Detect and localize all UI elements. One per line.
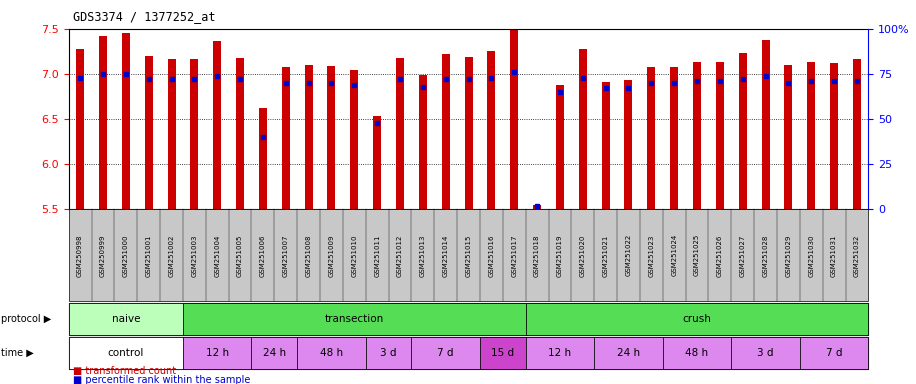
Text: 12 h: 12 h bbox=[549, 348, 572, 358]
Bar bbox=[648, 67, 655, 209]
Bar bbox=[830, 63, 838, 209]
Text: time ▶: time ▶ bbox=[1, 348, 34, 358]
Text: GSM251031: GSM251031 bbox=[831, 234, 837, 276]
Text: GSM251022: GSM251022 bbox=[626, 234, 631, 276]
Bar bbox=[305, 65, 312, 209]
Bar bbox=[282, 67, 289, 209]
Bar bbox=[236, 58, 244, 209]
Text: 48 h: 48 h bbox=[685, 348, 709, 358]
Text: GSM251003: GSM251003 bbox=[191, 234, 197, 276]
Text: 15 d: 15 d bbox=[491, 348, 515, 358]
Text: 7 d: 7 d bbox=[438, 348, 454, 358]
Bar bbox=[419, 75, 427, 209]
Text: GSM251000: GSM251000 bbox=[123, 234, 129, 276]
Text: 3 d: 3 d bbox=[380, 348, 397, 358]
Text: 24 h: 24 h bbox=[616, 348, 640, 358]
Text: GSM251024: GSM251024 bbox=[671, 234, 677, 276]
Bar bbox=[602, 82, 610, 209]
Bar bbox=[487, 51, 496, 209]
Text: crush: crush bbox=[682, 314, 712, 324]
Bar bbox=[807, 62, 815, 209]
Text: GSM251005: GSM251005 bbox=[237, 234, 243, 276]
Text: 12 h: 12 h bbox=[206, 348, 229, 358]
Bar bbox=[213, 41, 221, 209]
Bar bbox=[191, 59, 199, 209]
Text: ■ transformed count: ■ transformed count bbox=[73, 366, 177, 376]
Bar bbox=[122, 33, 130, 209]
Text: GSM250999: GSM250999 bbox=[100, 234, 106, 276]
Bar bbox=[145, 56, 153, 209]
Bar bbox=[533, 205, 541, 209]
Text: GSM251032: GSM251032 bbox=[854, 234, 860, 276]
Text: GSM251015: GSM251015 bbox=[465, 234, 472, 276]
Text: naive: naive bbox=[112, 314, 140, 324]
Text: GSM251002: GSM251002 bbox=[169, 234, 175, 276]
Text: GSM251011: GSM251011 bbox=[374, 234, 380, 276]
Bar bbox=[99, 36, 107, 209]
Text: GSM251020: GSM251020 bbox=[580, 234, 585, 276]
Text: GSM251018: GSM251018 bbox=[534, 234, 540, 276]
Text: protocol ▶: protocol ▶ bbox=[1, 314, 51, 324]
Bar bbox=[738, 53, 747, 209]
Bar bbox=[671, 67, 678, 209]
Bar bbox=[76, 49, 84, 209]
Bar bbox=[556, 85, 564, 209]
Text: GSM251030: GSM251030 bbox=[808, 234, 814, 276]
Text: 48 h: 48 h bbox=[320, 348, 343, 358]
Text: GSM251028: GSM251028 bbox=[762, 234, 769, 276]
Text: GSM251001: GSM251001 bbox=[146, 234, 152, 276]
Bar bbox=[350, 70, 358, 209]
Bar bbox=[693, 62, 701, 209]
Text: GSM251010: GSM251010 bbox=[352, 234, 357, 276]
Text: GSM251021: GSM251021 bbox=[603, 234, 608, 276]
Bar bbox=[442, 54, 450, 209]
Text: transection: transection bbox=[324, 314, 384, 324]
Bar bbox=[625, 80, 632, 209]
Text: GSM251027: GSM251027 bbox=[740, 234, 746, 276]
Text: 7 d: 7 d bbox=[826, 348, 843, 358]
Text: GSM251016: GSM251016 bbox=[488, 234, 495, 276]
Text: GSM251014: GSM251014 bbox=[442, 234, 449, 276]
Bar bbox=[761, 40, 769, 209]
Bar bbox=[784, 65, 792, 209]
Text: GSM250998: GSM250998 bbox=[77, 234, 83, 276]
Text: GSM251008: GSM251008 bbox=[306, 234, 311, 276]
Text: control: control bbox=[108, 348, 144, 358]
Text: GSM251007: GSM251007 bbox=[283, 234, 289, 276]
Bar bbox=[716, 62, 724, 209]
Text: GSM251025: GSM251025 bbox=[694, 234, 700, 276]
Text: 3 d: 3 d bbox=[758, 348, 774, 358]
Bar bbox=[853, 60, 861, 209]
Bar bbox=[259, 108, 267, 209]
Text: GSM251026: GSM251026 bbox=[717, 234, 723, 276]
Bar bbox=[168, 59, 176, 209]
Text: GSM251009: GSM251009 bbox=[329, 234, 334, 276]
Text: GSM251013: GSM251013 bbox=[420, 234, 426, 276]
Text: GSM251019: GSM251019 bbox=[557, 234, 563, 276]
Text: GSM251029: GSM251029 bbox=[785, 234, 791, 276]
Text: GSM251004: GSM251004 bbox=[214, 234, 220, 276]
Bar bbox=[327, 66, 335, 209]
Text: 24 h: 24 h bbox=[263, 348, 286, 358]
Text: GSM251023: GSM251023 bbox=[649, 234, 654, 276]
Bar bbox=[373, 116, 381, 209]
Bar bbox=[510, 29, 518, 209]
Text: GSM251012: GSM251012 bbox=[397, 234, 403, 276]
Bar bbox=[579, 49, 587, 209]
Text: ■ percentile rank within the sample: ■ percentile rank within the sample bbox=[73, 375, 251, 384]
Bar bbox=[464, 57, 473, 209]
Text: GSM251017: GSM251017 bbox=[511, 234, 518, 276]
Text: GSM251006: GSM251006 bbox=[260, 234, 266, 276]
Bar bbox=[396, 58, 404, 209]
Text: GDS3374 / 1377252_at: GDS3374 / 1377252_at bbox=[73, 10, 216, 23]
